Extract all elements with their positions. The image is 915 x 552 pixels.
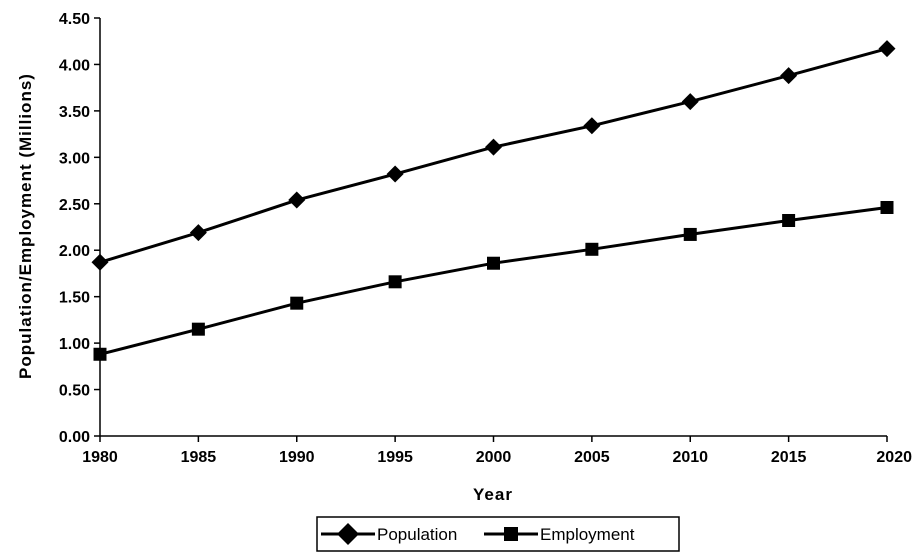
y-tick-label: 1.50 [59,290,90,307]
legend-marker-population [337,523,359,545]
employment-point [880,200,894,214]
y-tick-label: 1.00 [59,336,90,353]
legend: Population Employment [316,516,680,552]
employment-point [191,322,205,336]
population-point [485,138,502,156]
y-axis-title: Population/Employment (Millions) [16,73,35,379]
series-employment [93,200,894,361]
y-tick-label: 4.00 [59,57,90,74]
x-tick-label: 1995 [377,449,413,466]
population-point [583,117,601,135]
employment-point [487,256,500,270]
y-tick-label: 3.00 [59,150,90,167]
x-axis-ticks: 1980 1985 1990 1995 2000 2005 2010 2015 2020 [82,436,912,466]
population-point [189,224,207,242]
population-point [878,40,896,58]
x-tick-label: 2000 [476,449,512,466]
y-tick-label: 2.50 [59,197,90,214]
y-tick-label: 3.50 [59,104,90,121]
series-layer [91,40,896,361]
legend-label-employment: Employment [540,525,635,544]
x-tick-label: 2010 [672,449,708,466]
legend-marker-employment [504,527,518,541]
x-tick-label: 2020 [876,449,912,466]
legend-label-population: Population [377,525,457,544]
x-tick-label: 1985 [181,449,217,466]
population-point [288,191,306,209]
x-tick-label: 1990 [279,449,315,466]
population-point [386,165,404,183]
population-point [91,253,109,271]
employment-point [585,242,599,256]
employment-point [782,213,796,227]
population-point [780,67,798,85]
employment-point [93,347,107,361]
employment-point [683,227,697,241]
employment-point [388,275,402,289]
population-point [681,93,699,111]
y-axis-ticks: 0.00 0.50 1.00 1.50 2.00 2.50 3.00 3.50 4.00 4.50 [59,11,100,446]
y-tick-label: 4.50 [59,11,90,28]
employment-point [290,296,304,310]
x-tick-label: 1980 [82,449,118,466]
employment-line [99,206,888,356]
y-tick-label: 0.50 [59,383,90,400]
x-axis-title: Year [473,485,513,504]
x-tick-label: 2015 [771,449,807,466]
x-tick-label: 2005 [574,449,610,466]
y-tick-label: 2.00 [59,243,90,260]
y-tick-label: 0.00 [59,429,90,446]
series-population [91,40,896,271]
